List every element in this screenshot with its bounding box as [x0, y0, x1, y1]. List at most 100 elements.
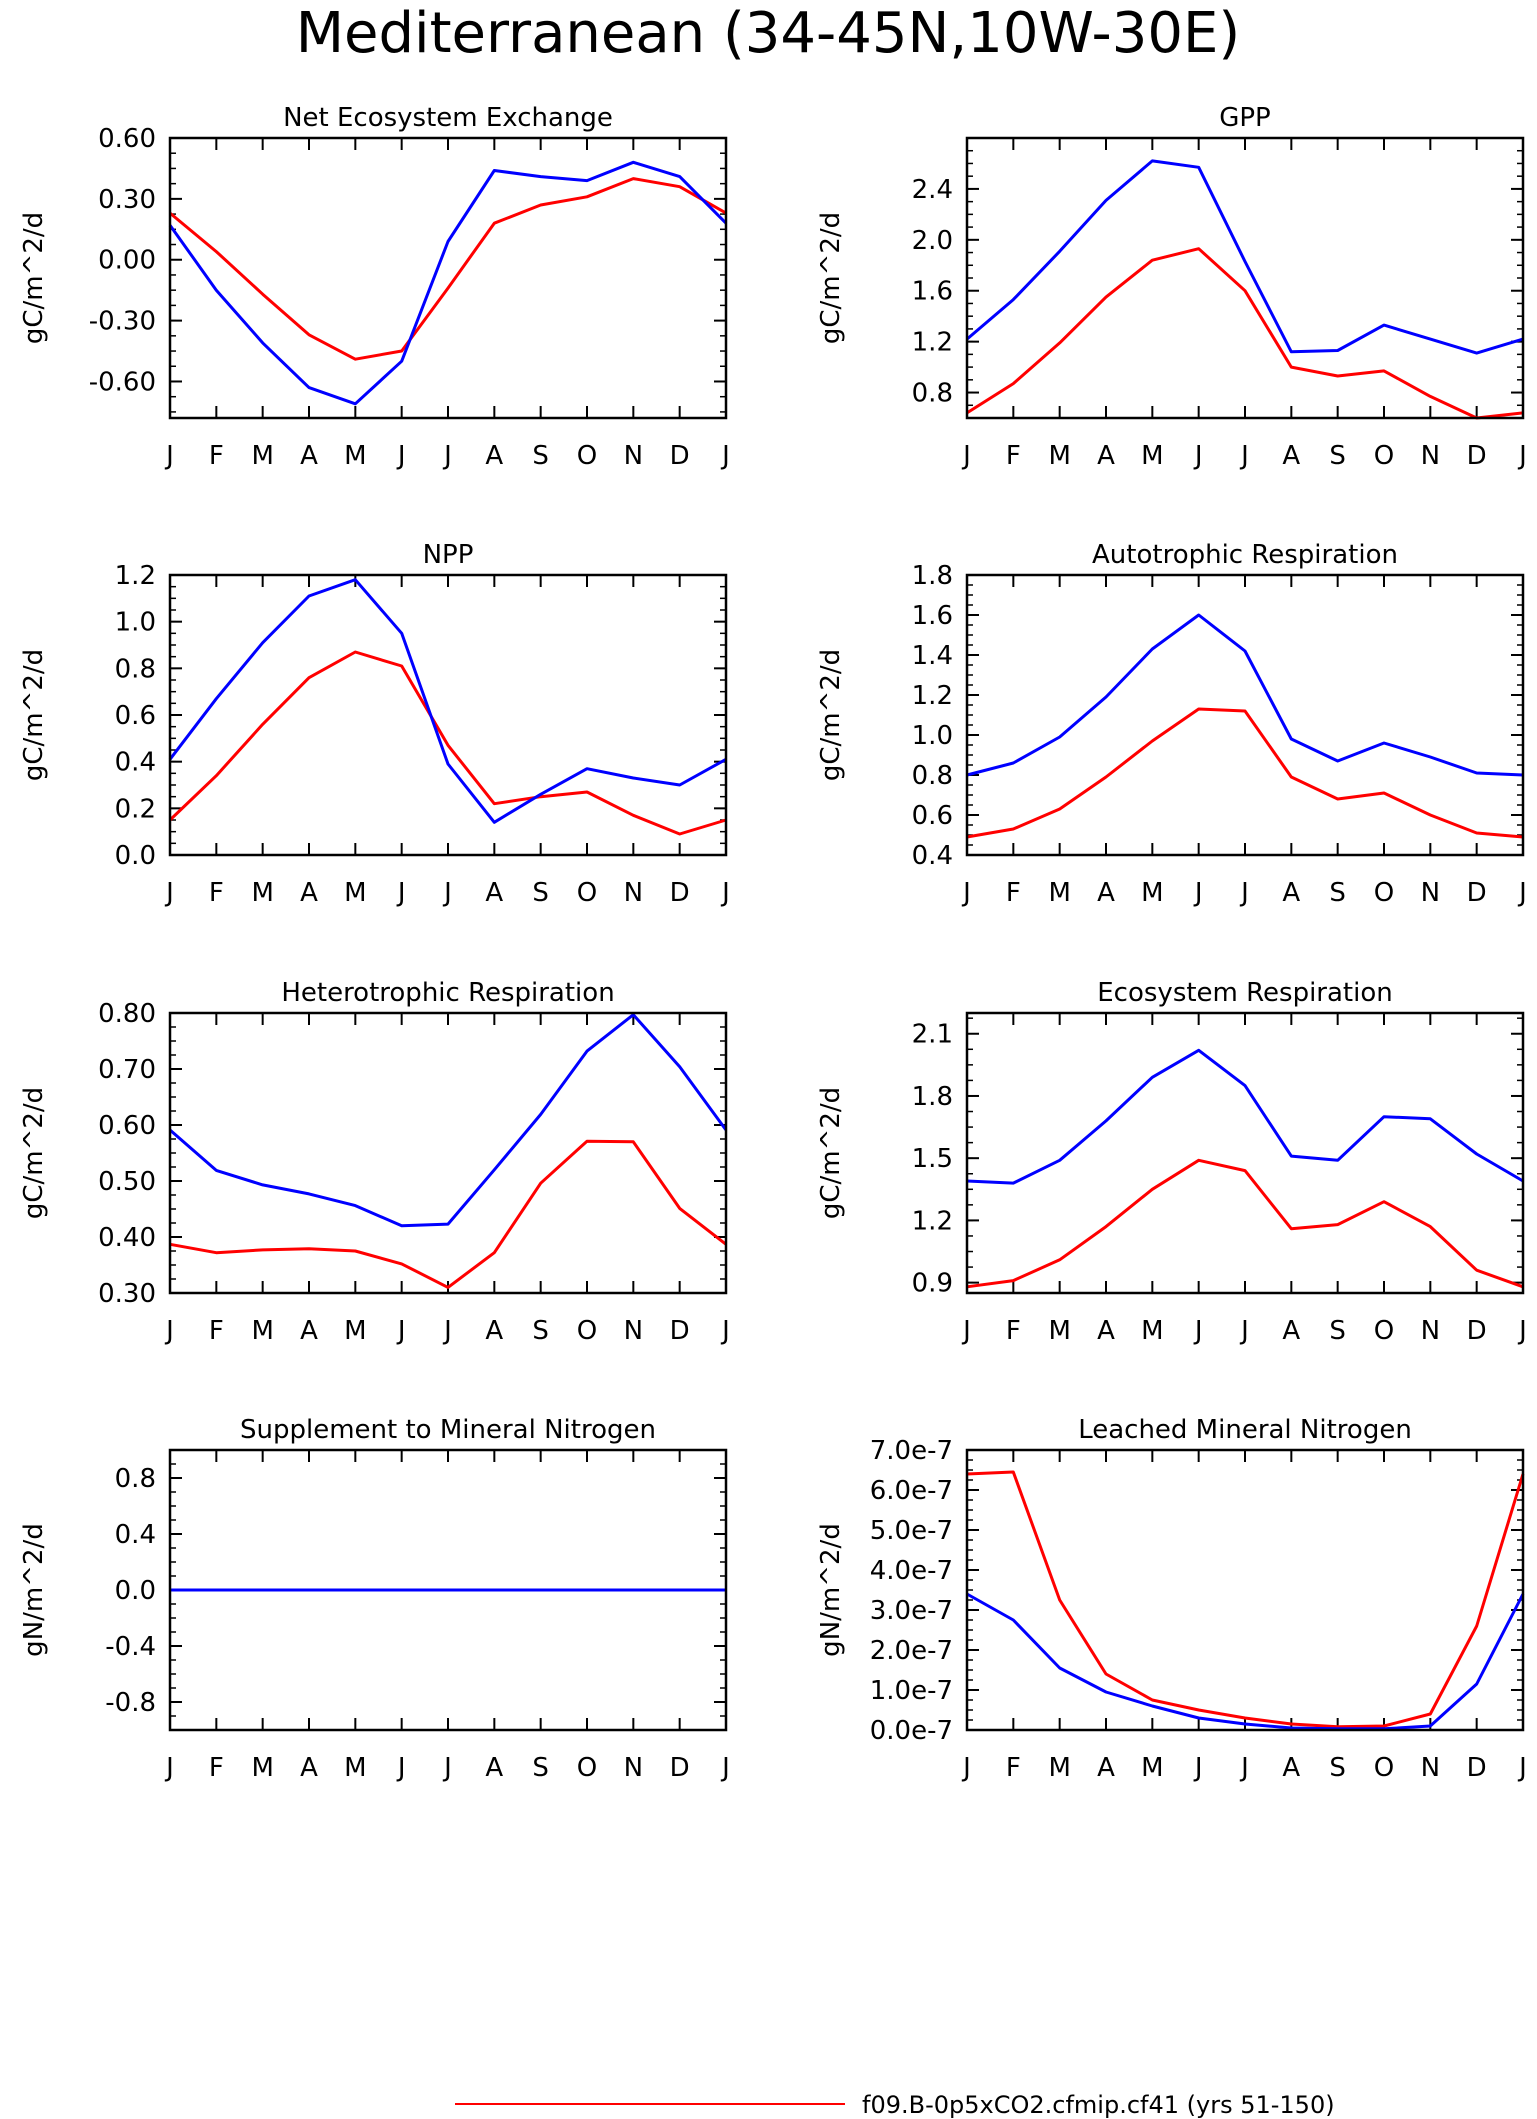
x-tick-label: F	[1006, 1316, 1021, 1346]
x-tick-label: A	[485, 1316, 503, 1346]
y-axis-label: gC/m^2/d	[19, 212, 49, 344]
y-tick-label: 6.0e-7	[870, 1476, 953, 1506]
chart-title: Leached Mineral Nitrogen	[1078, 1415, 1412, 1445]
series-line-blue	[168, 578, 727, 824]
x-tick-label: A	[1282, 1753, 1300, 1783]
y-tick-label: 0.00	[98, 246, 156, 276]
x-tick-label: O	[1374, 441, 1394, 471]
x-tick-label: F	[1006, 1753, 1021, 1783]
y-tick-label: 0.9	[912, 1269, 953, 1299]
series-line-blue	[966, 1048, 1524, 1185]
x-tick-label: A	[1097, 878, 1115, 908]
series-line-red	[966, 1470, 1525, 1729]
x-tick-label: M	[1141, 878, 1163, 908]
y-tick-label: 0.40	[98, 1223, 156, 1253]
chart-title: Heterotrophic Respiration	[281, 978, 614, 1008]
chart-panel: Autotrophic Respiration gC/m^2/d 1.8 1.6 1.4…	[816, 540, 1527, 908]
x-tick-label: J	[164, 1316, 174, 1346]
y-tick-label: 1.4	[912, 641, 953, 671]
x-tick-label: O	[577, 1316, 597, 1346]
x-tick-label: A	[1282, 1316, 1300, 1346]
series-line-blue	[966, 613, 1524, 777]
y-tick-label: 1.0	[912, 721, 953, 751]
x-tick-label: M	[344, 1316, 366, 1346]
y-tick-label: 2.0e-7	[870, 1636, 953, 1666]
y-axis-label: gN/m^2/d	[19, 1523, 49, 1657]
x-tick-label: M	[1048, 441, 1070, 471]
x-tick-label: N	[624, 1753, 643, 1783]
x-tick-label: O	[1374, 1753, 1394, 1783]
x-tick-label: A	[300, 878, 318, 908]
x-tick-label: A	[485, 1753, 503, 1783]
y-tick-label: -0.4	[105, 1632, 156, 1662]
x-tick-label: A	[300, 1316, 318, 1346]
y-tick-label: 1.0	[115, 608, 156, 638]
x-tick-label: J	[1239, 441, 1249, 471]
y-tick-label: 1.6	[912, 601, 953, 631]
series-line-red	[168, 650, 727, 836]
plot-frame	[168, 573, 728, 857]
series-line-red	[169, 177, 727, 361]
x-tick-label: J	[961, 878, 971, 908]
x-tick-label: N	[624, 441, 643, 471]
y-tick-label: 0.8	[115, 1464, 156, 1494]
x-tick-label: J	[1193, 878, 1203, 908]
x-tick-label: N	[624, 878, 643, 908]
x-tick-label: J	[1517, 1753, 1527, 1783]
y-axis-label: gC/m^2/d	[816, 649, 846, 781]
series-line-blue	[169, 1013, 728, 1228]
x-tick-label: J	[442, 1753, 452, 1783]
x-tick-label: J	[961, 441, 971, 471]
x-tick-label: O	[577, 441, 597, 471]
x-tick-label: J	[396, 1753, 406, 1783]
y-tick-label: 1.2	[912, 1206, 953, 1236]
x-tick-label: A	[1097, 1753, 1115, 1783]
plot-frame	[168, 136, 728, 420]
chart-panels: Net Ecosystem Exchange gC/m^2/d 0.60 0.30 0.…	[19, 103, 1527, 1783]
x-tick-label: N	[1421, 1753, 1440, 1783]
x-tick-label: A	[1282, 441, 1300, 471]
x-tick-label: O	[1374, 1316, 1394, 1346]
x-tick-label: S	[532, 1316, 549, 1346]
x-tick-label: M	[344, 441, 366, 471]
y-tick-label: 4.0e-7	[870, 1556, 953, 1586]
y-tick-label: 0.4	[115, 748, 156, 778]
main-title: Mediterranean (34-45N,10W-30E)	[296, 1, 1241, 66]
x-tick-label: M	[1048, 1316, 1070, 1346]
y-tick-label: 1.2	[912, 328, 953, 358]
x-tick-label: D	[1467, 441, 1487, 471]
x-tick-label: J	[1239, 1753, 1249, 1783]
x-tick-label: F	[209, 441, 224, 471]
x-tick-label: F	[209, 1316, 224, 1346]
y-tick-label: 0.80	[98, 999, 156, 1029]
y-tick-label: -0.60	[89, 367, 156, 397]
y-tick-label: 0.30	[98, 185, 156, 215]
y-tick-label: 1.2	[115, 561, 156, 591]
chart-panel: Leached Mineral Nitrogen gN/m^2/d 7.0e-7 6.…	[816, 1415, 1527, 1783]
y-tick-label: 1.6	[912, 277, 953, 307]
plot-frame	[965, 1448, 1525, 1732]
y-tick-label: 1.2	[912, 681, 953, 711]
x-tick-label: J	[1517, 878, 1527, 908]
y-tick-label: 5.0e-7	[870, 1516, 953, 1546]
series-line-blue	[168, 160, 728, 406]
x-tick-label: A	[1097, 441, 1115, 471]
plot-frame	[168, 1448, 728, 1732]
x-tick-label: J	[1517, 441, 1527, 471]
chart-title: NPP	[423, 540, 474, 570]
y-tick-label: 1.8	[912, 561, 953, 591]
series-line-blue	[966, 159, 1524, 355]
plot-frame	[168, 1011, 728, 1295]
x-tick-label: J	[164, 878, 174, 908]
x-tick-label: S	[532, 1753, 549, 1783]
y-tick-label: 2.1	[912, 1020, 953, 1050]
chart-panel: Supplement to Mineral Nitrogen gN/m^2/d 0.…	[19, 1415, 730, 1783]
plot-frame	[965, 573, 1525, 857]
x-tick-label: J	[396, 441, 406, 471]
chart-panel: Net Ecosystem Exchange gC/m^2/d 0.60 0.30 0.…	[19, 103, 730, 471]
y-axis-label: gC/m^2/d	[816, 1087, 846, 1219]
x-tick-label: A	[485, 878, 503, 908]
y-tick-label: 0.60	[98, 124, 156, 154]
